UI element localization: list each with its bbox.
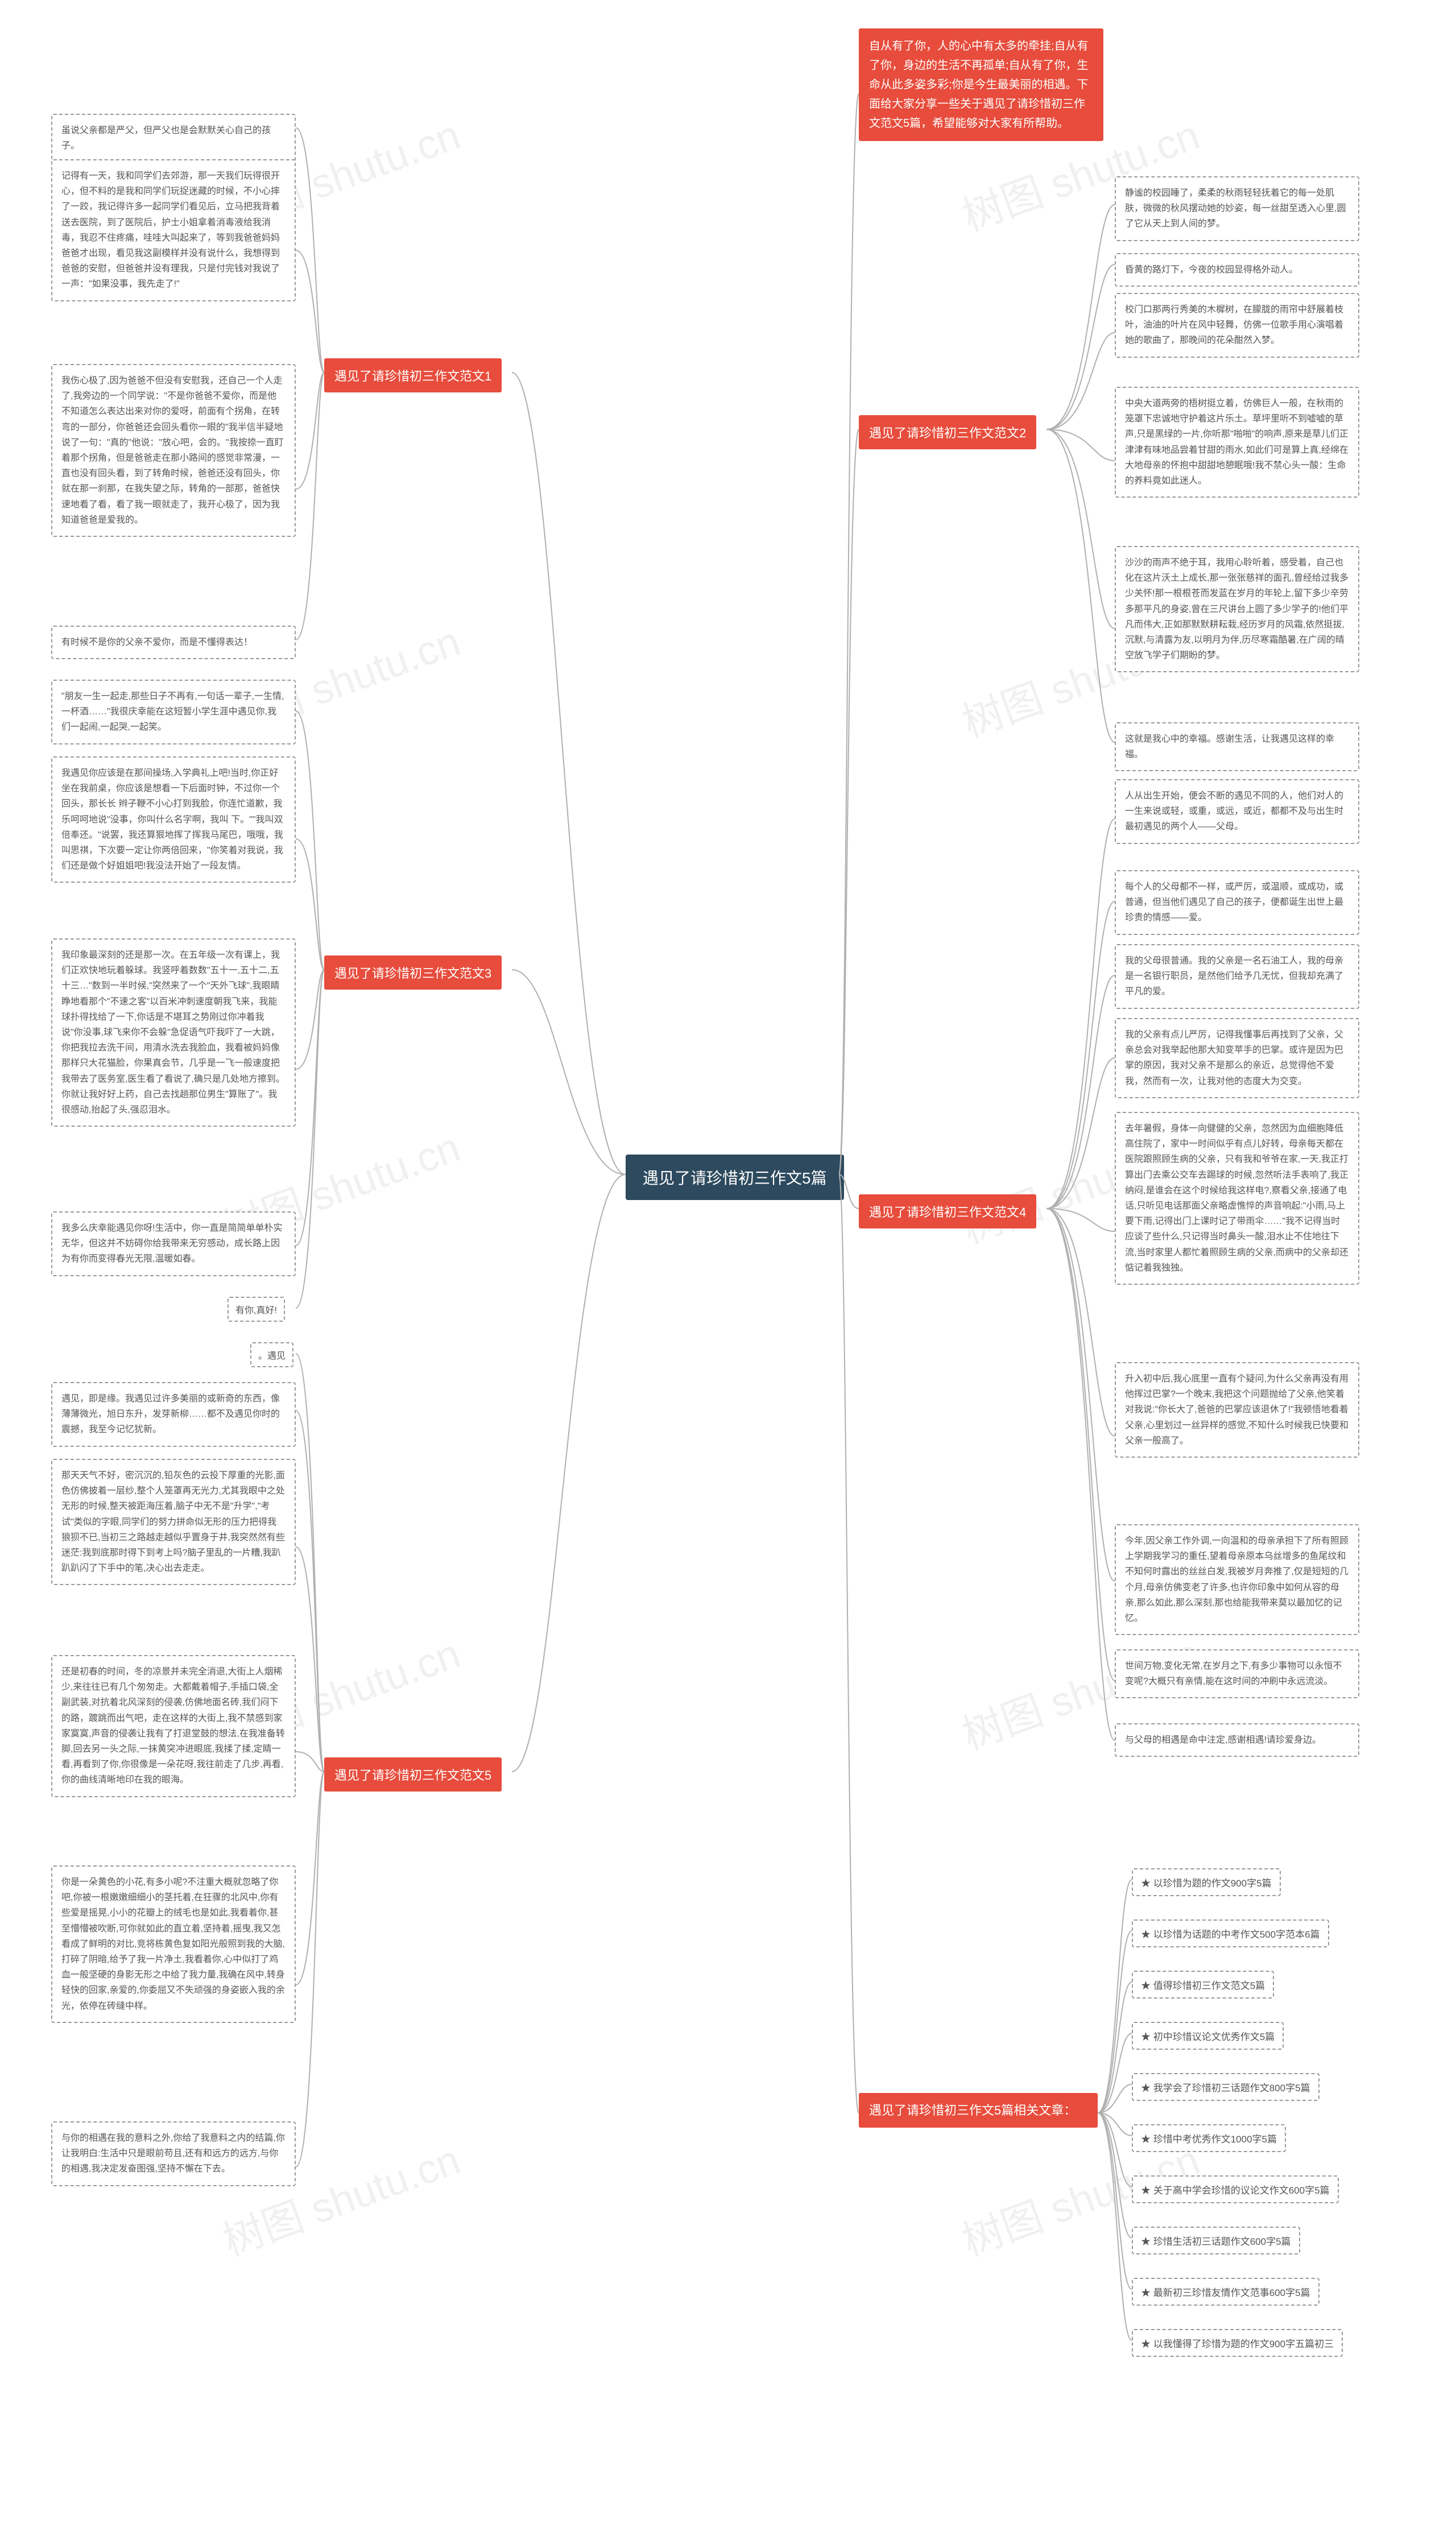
related-item-3: ★ 初中珍惜议论文优秀作文5篇 [1132, 2022, 1284, 2050]
section-5-node-4: 你是一朵黄色的小花,有多小呢?不注重大概就忽略了你吧,你被一根嫩嫩细细小的茎托着… [51, 1865, 296, 2023]
section-4-title: 遇见了请珍惜初三作文范文4 [859, 1194, 1036, 1228]
section-2-node-0: 静谧的校园睡了，柔柔的秋雨轻轻抚着它的每一处肌肤，微微的秋风摆动她的妙姿，每一丝… [1115, 176, 1359, 241]
intro-node: 自从有了你，人的心中有太多的牵挂;自从有了你，身边的生活不再孤单;自从有了你，生… [859, 28, 1103, 141]
section-2-node-3: 中央大道两旁的梧树挺立着，仿佛巨人一般，在秋雨的笼罩下忠诚地守护着这片乐土。草坪… [1115, 387, 1359, 498]
section-4-node-6: 今年,因父亲工作外调,一向温和的母亲承担下了所有照顾上学期我学习的重任,望着母亲… [1115, 1524, 1359, 1635]
section-1-node-0: 虽说父亲都是严父，但严父也是会默默关心自己的孩子。 [51, 114, 296, 163]
related-item-4: ★ 我学会了珍惜初三话题作文800字5篇 [1132, 2073, 1320, 2101]
section-5-node-2: 那天天气不好，密沉沉的,铅灰色的云投下厚重的光影,面色仿佛披着一层纱,整个人笼罩… [51, 1459, 296, 1585]
center-node: 遇见了请珍惜初三作文5篇 [626, 1155, 844, 1200]
related-header: 遇见了请珍惜初三作文5篇相关文章： [859, 2093, 1098, 2128]
section-5-node-5: 与你的相遇在我的意料之外,你给了我意料之内的结篇,你让我明白:生活中只是眼前苟且… [51, 2121, 296, 2186]
related-item-2: ★ 值得珍惜初三作文范文5篇 [1132, 1971, 1274, 1999]
related-item-0: ★ 以珍惜为题的作文900字5篇 [1132, 1868, 1281, 1896]
section-2-node-1: 昏黄的路灯下，今夜的校园显得格外动人。 [1115, 253, 1359, 287]
related-item-7: ★ 珍惜生活初三话题作文600字5篇 [1132, 2227, 1300, 2254]
section-5-node-0: 。遇见 [250, 1342, 293, 1367]
section-4-node-7: 世间万物,变化无常,在岁月之下,有多少事物可以永恒不变呢?大概只有亲情,能在这时… [1115, 1649, 1359, 1698]
section-3-node-2: 我印象最深刻的还是那一次。在五年级一次有课上，我们正欢快地玩着躲球。我竖呼着数数… [51, 938, 296, 1127]
section-2-title: 遇见了请珍惜初三作文范文2 [859, 415, 1036, 449]
section-2-node-2: 校门口那两行秀美的木樨树，在朦胧的雨帘中舒展着枝叶，油油的叶片在风中轻舞，仿佛一… [1115, 293, 1359, 358]
section-1-title: 遇见了请珍惜初三作文范文1 [324, 358, 502, 392]
section-3-node-0: "朋友一生一起走,那些日子不再有,一句话一辈子,一生情,一杯酒……"我很庆幸能在… [51, 680, 296, 744]
section-2-node-4: 沙沙的雨声不绝于耳，我用心聆听着，感受着，自己也化在这片沃土上成长,那一张张慈祥… [1115, 546, 1359, 672]
related-item-8: ★ 最新初三珍惜友情作文范事600字5篇 [1132, 2278, 1320, 2306]
section-4-node-3: 我的父亲有点儿严厉，记得我懂事后再找到了父亲，父亲总会对我举起他那大知变苹手的巴… [1115, 1018, 1359, 1098]
section-1-node-1: 记得有一天，我和同学们去郊游，那一天我们玩得很开心，但不料的是我和同学们玩捉迷藏… [51, 159, 296, 301]
section-5-node-3: 还是初春的时间，冬的凉景并未完全消退,大街上人烟稀少,来往往已有几个匆匆走。大都… [51, 1655, 296, 1797]
section-4-node-5: 升入初中后,我心底里一直有个疑问,为什么父亲再没有用他挥过巴掌?一个晚末,我把这… [1115, 1362, 1359, 1458]
related-item-5: ★ 珍惜中考优秀作文1000字5篇 [1132, 2124, 1286, 2152]
related-item-9: ★ 以我懂得了珍惜为题的作文900字五篇初三 [1132, 2329, 1343, 2357]
section-4-node-2: 我的父母很普通。我的父亲是一名石油工人，我的母亲是一名银行职员，是然他们给予几无… [1115, 944, 1359, 1009]
section-4-node-1: 每个人的父母都不一样，或严厉，或温顺，或成功，或普通，但当他们遇见了自己的孩子，… [1115, 870, 1359, 935]
section-3-node-3: 我多么庆幸能遇见你呀!生活中，你一直是简简单单朴实无华，但这并不妨碍你给我带来无… [51, 1211, 296, 1276]
section-3-node-4: 有你,真好! [228, 1297, 285, 1322]
section-1-node-3: 有时候不是你的父亲不爱你，而是不懂得表达！ [51, 626, 296, 659]
related-item-1: ★ 以珍惜为话题的中考作文500字范本6篇 [1132, 1919, 1329, 1947]
section-3-node-1: 我遇见你应该是在那间操场,入学典礼上吧!当时,你正好坐在我前桌，你应该是想看一下… [51, 756, 296, 883]
related-item-6: ★ 关于高中学会珍惜的议论文作文600字5篇 [1132, 2175, 1339, 2203]
section-4-node-8: 与父母的相遇是命中注定,感谢相遇!请珍爱身边。 [1115, 1723, 1359, 1757]
section-5-title: 遇见了请珍惜初三作文范文5 [324, 1757, 502, 1792]
section-5-node-1: 遇见，即是缘。我遇见过许多美丽的或新奇的东西，像薄薄微光，旭日东升，发芽新柳……… [51, 1382, 296, 1447]
section-3-title: 遇见了请珍惜初三作文范文3 [324, 955, 502, 990]
section-1-node-2: 我伤心极了,因为爸爸不但没有安慰我，还自己一个人走了,我旁边的一个同学说："不是… [51, 364, 296, 537]
section-2-node-5: 这就是我心中的幸福。感谢生活，让我遇见这样的幸福。 [1115, 722, 1359, 771]
section-4-node-0: 人从出生开始，便会不断的遇见不同的人，他们对人的一生来说或轻，或重，或远，或近，… [1115, 779, 1359, 844]
section-4-node-4: 去年暑假，身体一向健健的父亲，忽然因为血细胞降低高住院了，家中一时间似乎有点儿好… [1115, 1112, 1359, 1285]
